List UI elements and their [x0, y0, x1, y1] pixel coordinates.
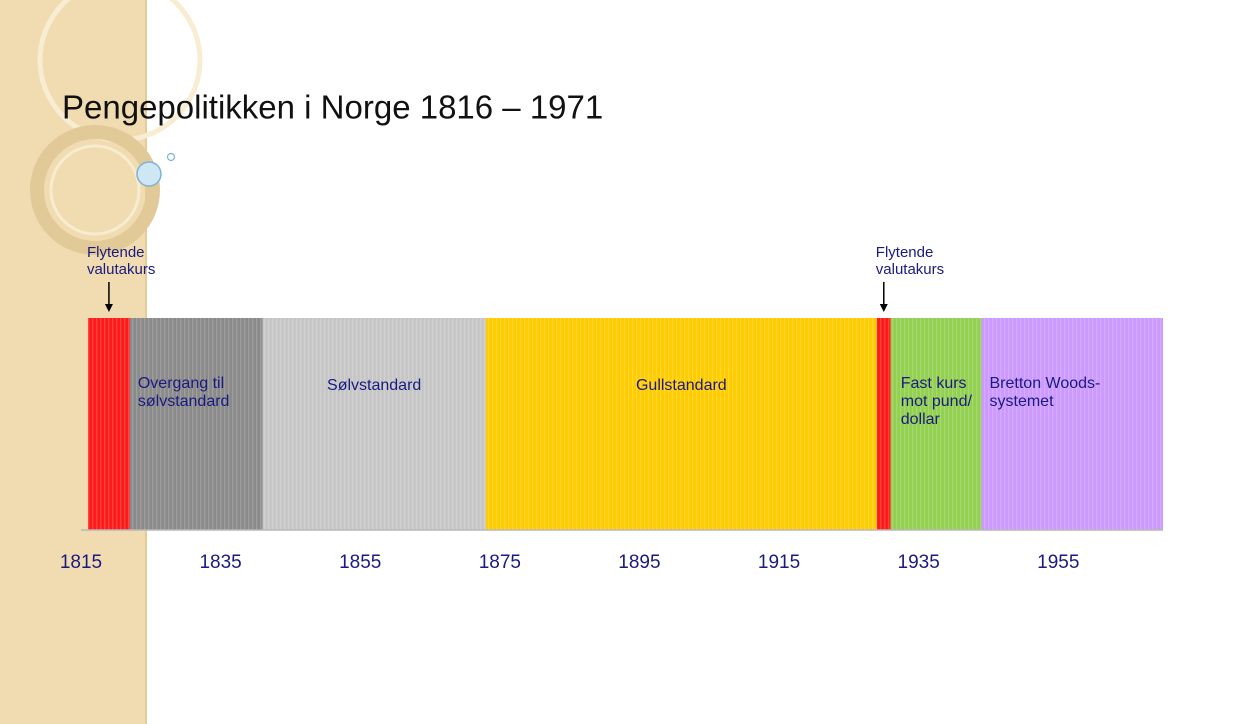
- chart-title: Pengepolitikken i Norge 1816 – 1971: [62, 89, 603, 126]
- period-stripes: [877, 318, 891, 530]
- x-tick-label: 1955: [1037, 552, 1079, 573]
- decor-bubble: [168, 154, 175, 161]
- x-tick-label: 1815: [60, 552, 102, 573]
- slide: Pengepolitikken i Norge 1816 – 1971 1815…: [0, 0, 1236, 724]
- period-stripes: [262, 318, 485, 530]
- period-label: Fast kurs mot pund/ dollar: [891, 375, 982, 429]
- x-tick-label: 1835: [199, 552, 241, 573]
- annotation: Flytende valutakurs: [87, 244, 197, 278]
- period-stripes: [486, 318, 877, 530]
- period-label: Overgang til sølvstandard: [130, 375, 263, 411]
- annotation: Flytende valutakurs: [876, 244, 986, 278]
- period-stripes: [982, 318, 1163, 530]
- x-tick-label: 1935: [898, 552, 940, 573]
- annotation-arrowhead: [880, 304, 888, 312]
- x-tick-label: 1895: [618, 552, 660, 573]
- chart: Pengepolitikken i Norge 1816 – 1971 1815…: [0, 0, 1236, 724]
- period-label: Bretton Woods-systemet: [982, 375, 1163, 411]
- x-tick-label: 1915: [758, 552, 800, 573]
- period-label: Gullstandard: [486, 377, 877, 395]
- period-stripes: [130, 318, 263, 530]
- period-stripes: [88, 318, 130, 530]
- x-tick-label: 1875: [479, 552, 521, 573]
- x-tick-label: 1855: [339, 552, 381, 573]
- period-label: Sølvstandard: [262, 377, 485, 395]
- decor-bubble: [137, 162, 161, 186]
